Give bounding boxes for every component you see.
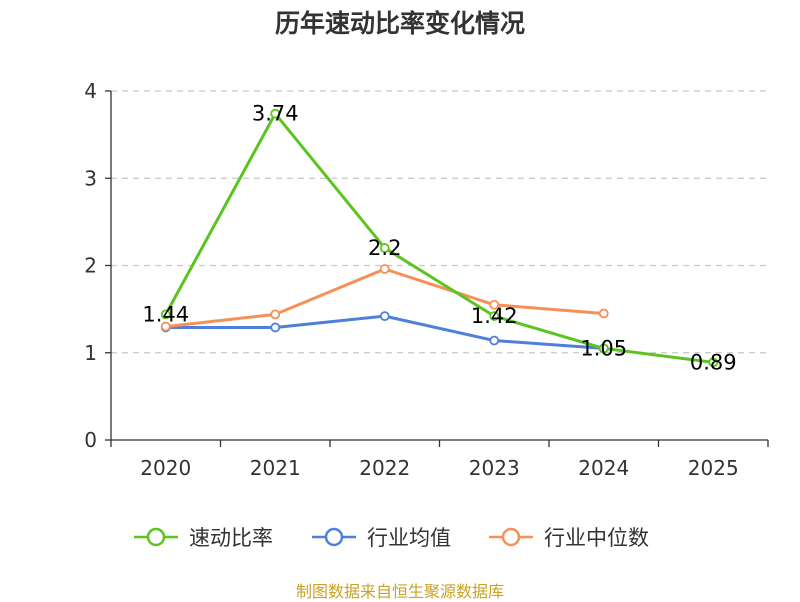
data-point	[270, 309, 281, 320]
data-point	[379, 311, 390, 322]
data-point	[598, 343, 609, 354]
x-tick-label: 2024	[578, 456, 629, 480]
data-label: 3.74	[252, 102, 299, 126]
legend-label-industry-avg: 行业均值	[367, 526, 451, 550]
legend-item-industry-avg[interactable]: 行业均值	[311, 520, 451, 554]
x-tick-label: 2025	[688, 456, 739, 480]
legend-industry-avg-icon	[312, 527, 356, 547]
data-point	[489, 311, 500, 322]
y-tick-label: 4	[84, 79, 97, 103]
source-note: 制图数据来自恒生聚源数据库	[295, 582, 504, 601]
x-tick-label: 2021	[250, 456, 301, 480]
data-point	[708, 357, 719, 368]
data-point	[489, 335, 500, 346]
y-tick-label: 0	[84, 428, 97, 452]
data-label: 1.44	[142, 302, 189, 326]
data-label: 1.42	[471, 304, 518, 328]
legend-industry-median-icon	[489, 527, 533, 547]
legend-item-quick-ratio[interactable]: 速动比率	[133, 520, 273, 554]
y-tick-label: 2	[84, 254, 97, 278]
data-point	[270, 108, 281, 119]
data-label: 1.05	[580, 336, 627, 360]
data-point	[489, 299, 500, 310]
data-point	[379, 243, 390, 253]
data-point	[160, 321, 171, 332]
data-point	[598, 308, 609, 319]
series-line-0	[164, 112, 714, 364]
chart-title: 历年速动比率变化情况	[274, 9, 525, 38]
x-tick-label: 2022	[359, 456, 410, 480]
x-tick-label: 2020	[140, 456, 191, 480]
data-point	[160, 309, 171, 320]
legend-item-industry-median[interactable]: 行业中位数	[488, 520, 649, 554]
legend-quick-ratio-icon	[134, 527, 178, 547]
legend-label-industry-median: 行业中位数	[544, 526, 649, 550]
y-tick-label: 1	[84, 341, 97, 365]
data-point	[379, 264, 390, 274]
x-tick-label: 2023	[469, 456, 520, 480]
y-tick-label: 3	[84, 166, 97, 190]
data-point	[270, 322, 281, 333]
data-label: 0.89	[690, 350, 737, 374]
legend-label-quick-ratio: 速动比率	[189, 526, 273, 550]
data-label: 2.2	[368, 236, 401, 260]
